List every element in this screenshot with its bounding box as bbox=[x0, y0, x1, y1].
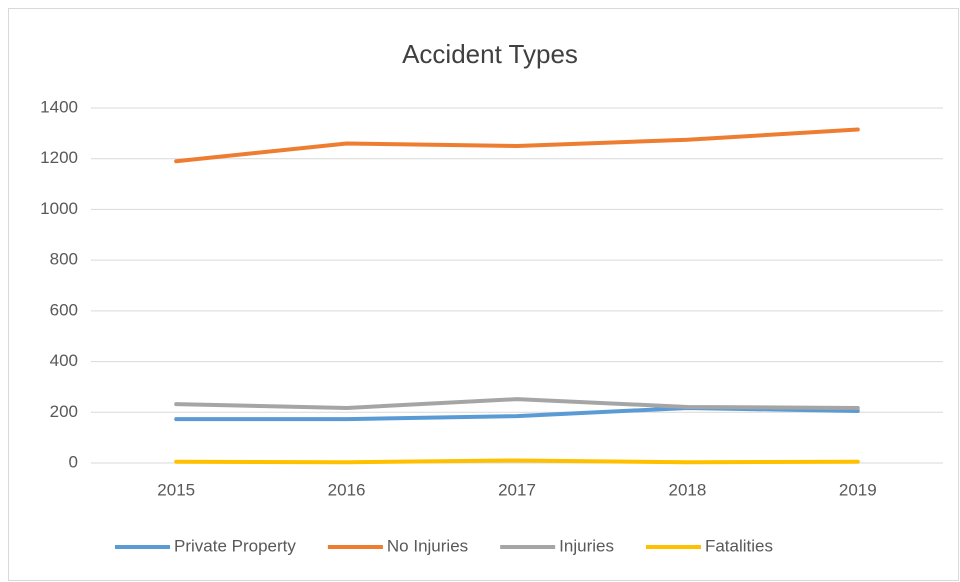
y-tick-label: 1400 bbox=[40, 97, 78, 116]
y-tick-label: 1000 bbox=[40, 199, 78, 218]
legend-label: No Injuries bbox=[387, 536, 468, 555]
series-line bbox=[174, 127, 860, 164]
series-line bbox=[174, 397, 860, 410]
x-tick-label: 2017 bbox=[498, 480, 536, 499]
series-line bbox=[174, 458, 860, 465]
x-tick-label: 2016 bbox=[328, 480, 366, 499]
legend-label: Private Property bbox=[174, 536, 296, 555]
x-tick-label: 2015 bbox=[157, 480, 195, 499]
y-tick-label: 1200 bbox=[40, 148, 78, 167]
y-tick-label: 800 bbox=[50, 250, 78, 269]
chart-title: Accident Types bbox=[402, 39, 578, 69]
chart-border bbox=[8, 8, 959, 581]
y-tick-label: 200 bbox=[50, 402, 78, 421]
x-tick-label: 2019 bbox=[839, 480, 877, 499]
y-tick-label: 600 bbox=[50, 300, 78, 319]
y-tick-label: 0 bbox=[69, 452, 78, 471]
legend-label: Fatalities bbox=[705, 536, 773, 555]
legend-label: Injuries bbox=[559, 536, 614, 555]
y-tick-label: 400 bbox=[50, 351, 78, 370]
x-tick-label: 2018 bbox=[668, 480, 706, 499]
